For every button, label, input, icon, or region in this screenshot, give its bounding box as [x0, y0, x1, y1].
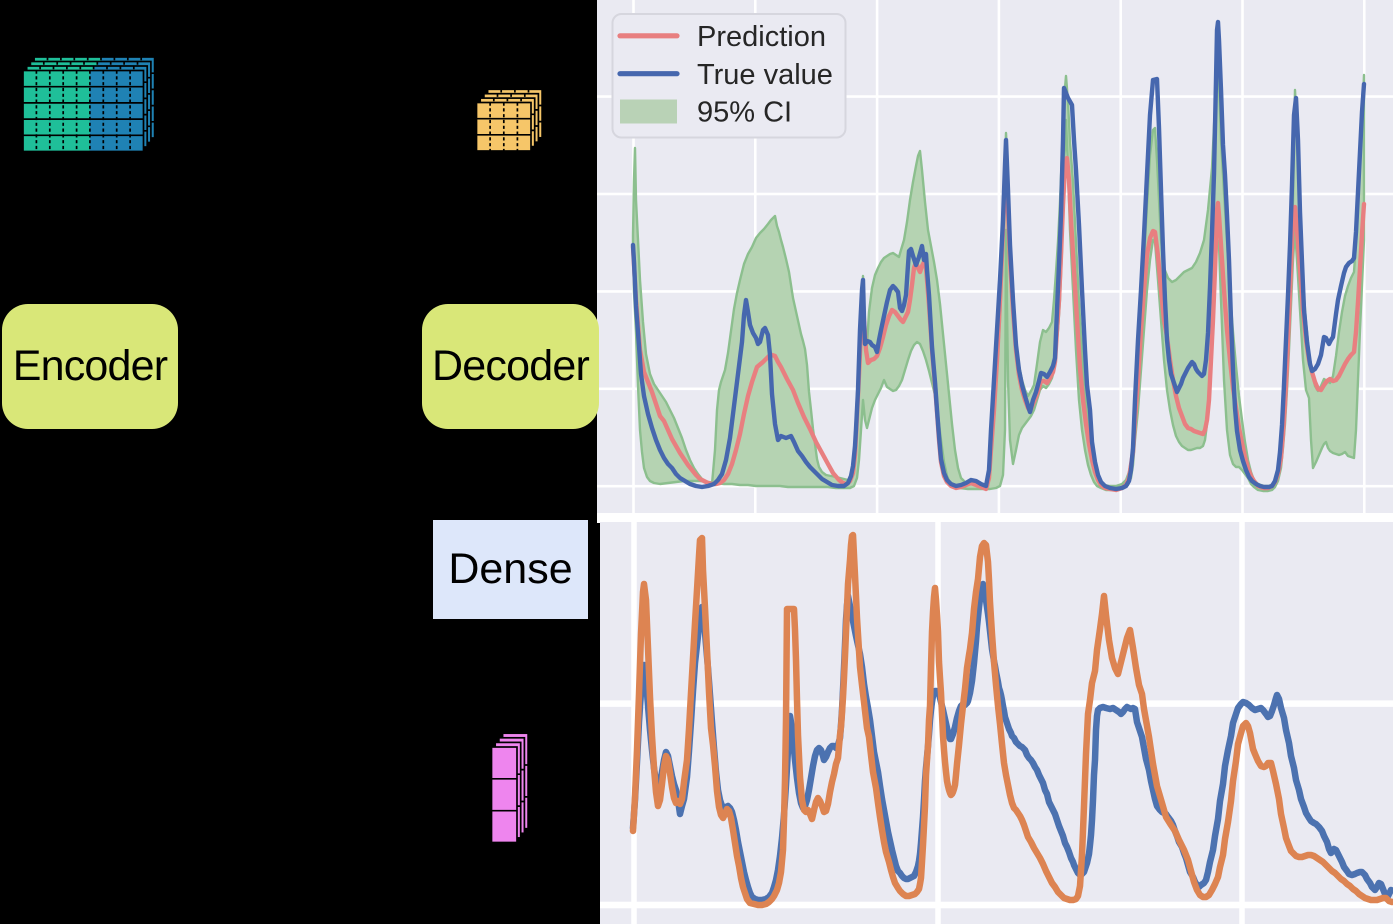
svg-text:True value: True value	[697, 59, 833, 91]
svg-text:Prediction: Prediction	[697, 21, 826, 53]
svg-text:95% CI: 95% CI	[697, 97, 792, 129]
